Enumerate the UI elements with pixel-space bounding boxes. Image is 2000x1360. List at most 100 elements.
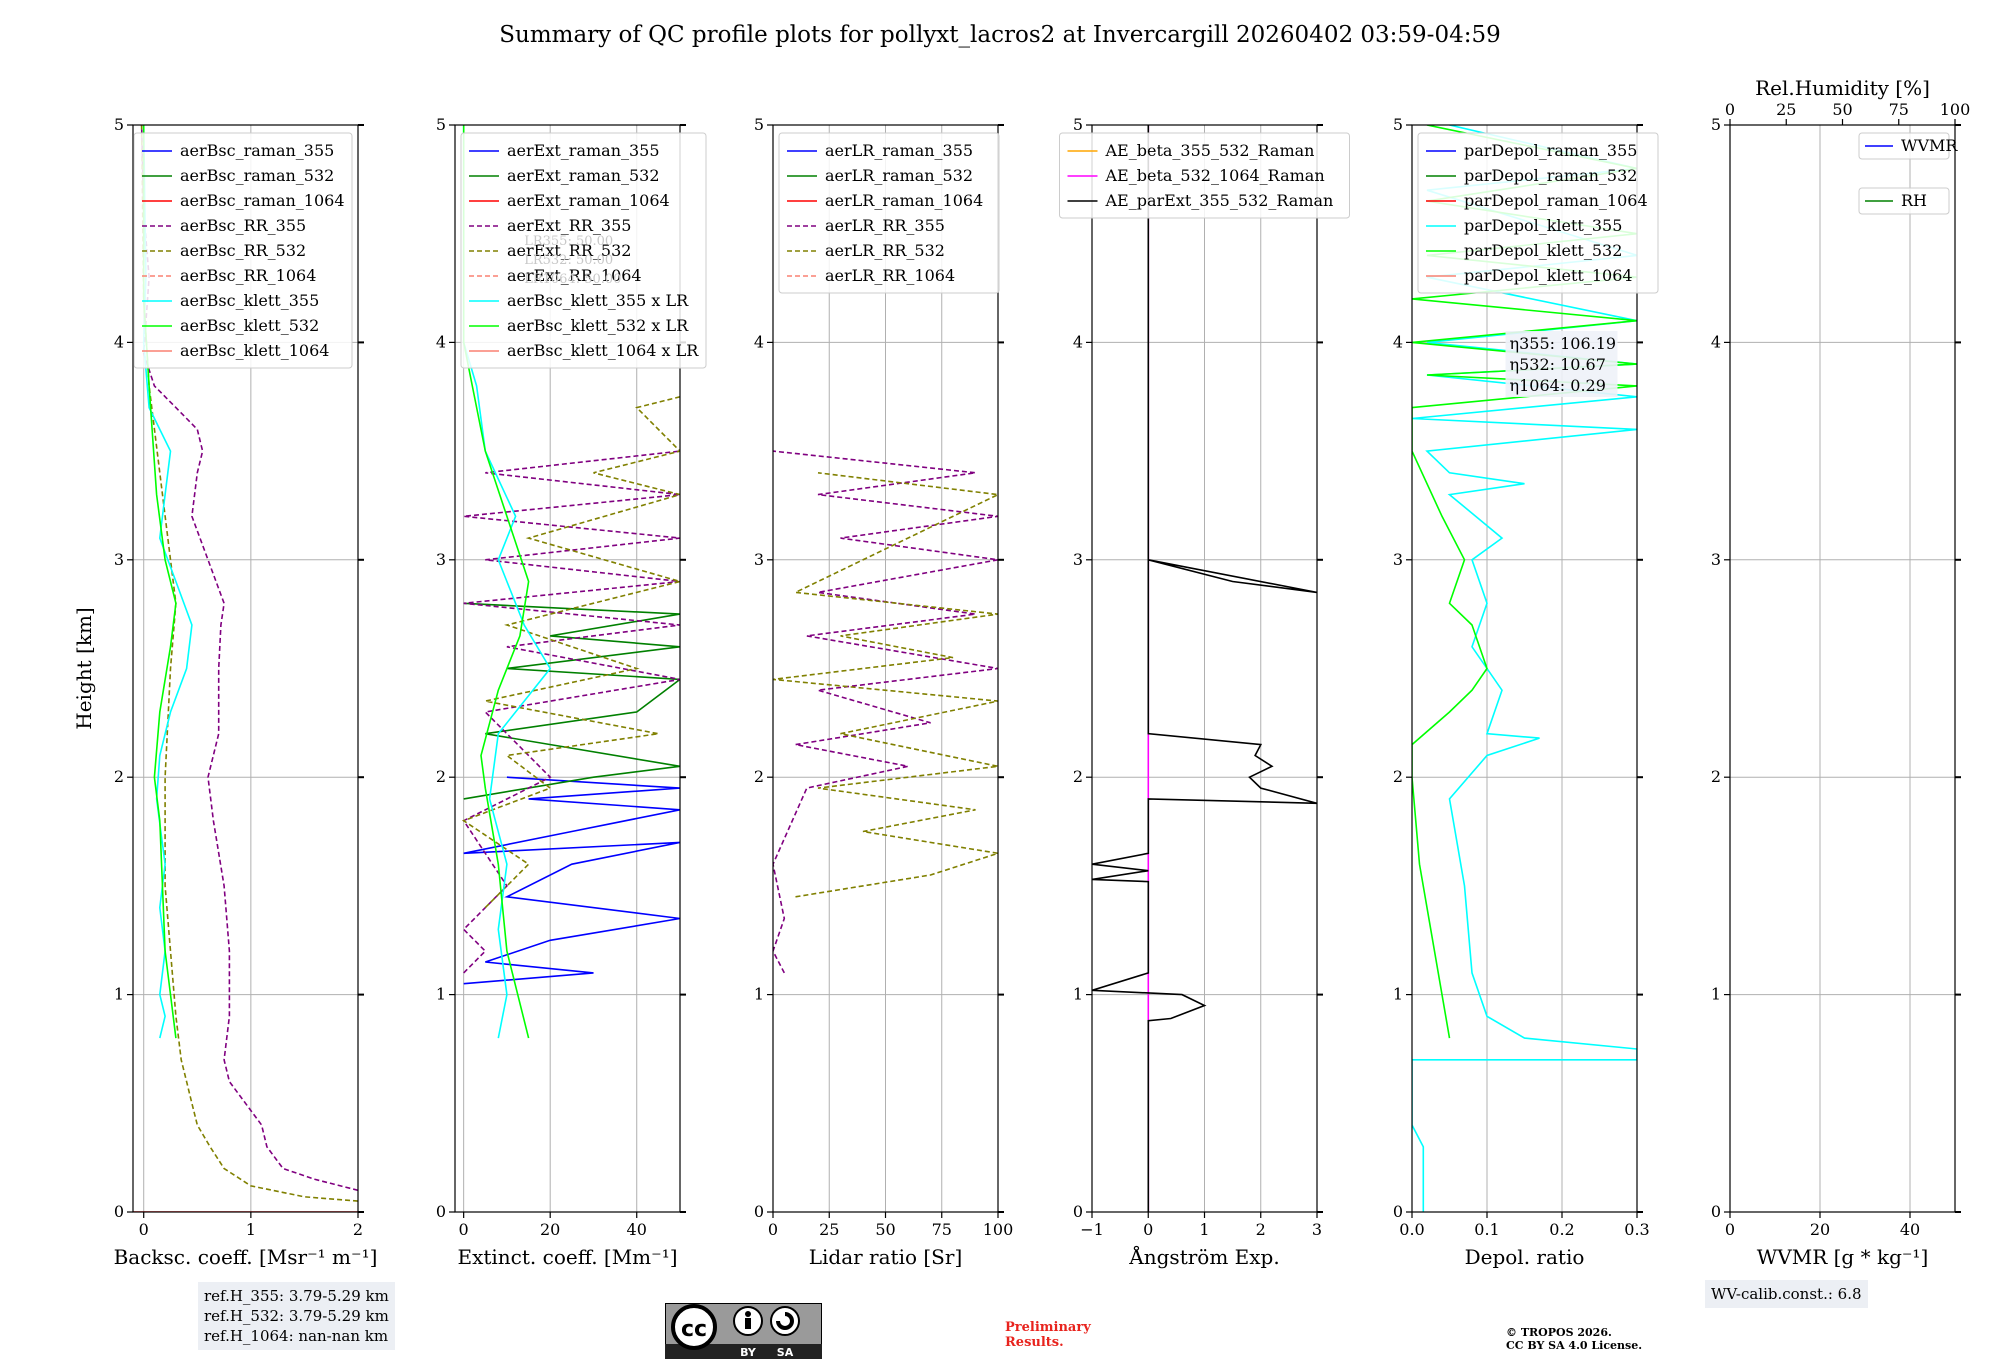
legend-label: aerBsc_klett_1064 x LR [507, 341, 699, 360]
y-tick-label: 2 [114, 767, 124, 786]
x-tick-label: 50 [875, 1220, 895, 1239]
series-aerExt_RR_355 [462, 450, 680, 974]
x-tick-label: 0 [459, 1220, 469, 1239]
series-aerBsc_RR_532 [140, 125, 358, 1202]
x-axis-label: Extinct. coeff. [Mm⁻¹] [457, 1245, 677, 1269]
x-axis-label: WVMR [g * kg⁻¹] [1757, 1245, 1929, 1269]
x-axis-label: Depol. ratio [1465, 1245, 1585, 1269]
series-group [1092, 125, 1317, 1212]
series-parDepol_klett_355 [1412, 125, 1637, 1212]
figure-title: Summary of QC profile plots for pollyxt_… [499, 22, 1501, 48]
series-group [461, 125, 680, 1039]
legend-label: aerExt_raman_532 [507, 166, 660, 185]
y-tick-label: 3 [436, 550, 446, 569]
legend-label: parDepol_raman_1064 [1464, 191, 1648, 210]
top-axis-label: Rel.Humidity [%] [1755, 76, 1930, 100]
ref-height-532: ref.H_532: 3.79-5.29 km [204, 1307, 389, 1325]
legend-box [1417, 132, 1659, 294]
y-tick-label: 0 [436, 1202, 446, 1221]
legend-label: aerLR_RR_1064 [825, 266, 955, 285]
y-tick-label: 5 [1711, 115, 1721, 134]
wv-calibration-box: WV-calib.const.: 6.8 [1705, 1280, 1868, 1308]
x-tick-label: 3 [1312, 1220, 1322, 1239]
x-tick-label: 0 [139, 1220, 149, 1239]
legend-label: aerBsc_klett_532 x LR [507, 316, 689, 335]
eta-annotation: η532: 10.67 [1510, 355, 1606, 374]
cc-by-label: BY [740, 1346, 757, 1359]
x-tick-label: 0 [768, 1220, 778, 1239]
y-tick-label: 5 [1393, 115, 1403, 134]
y-tick-label: 1 [1393, 985, 1403, 1004]
y-tick-label: 4 [436, 332, 446, 351]
top-x-tick-label: 75 [1889, 100, 1909, 119]
y-tick-label: 4 [754, 332, 764, 351]
legend-label: aerExt_RR_532 [507, 241, 631, 260]
preliminary-line-1: Preliminary [1005, 1320, 1091, 1335]
legend-box [133, 132, 353, 369]
series-aerExt_raman_532 [463, 602, 680, 800]
x-tick-label: 1 [1199, 1220, 1209, 1239]
legend-label: AE_beta_355_532_Raman [1105, 141, 1315, 160]
y-tick-label: 3 [1073, 550, 1083, 569]
lidar-ratio-annotation: LR1064: 50.00 [524, 272, 621, 287]
legend-label: aerBsc_klett_355 x LR [507, 291, 689, 310]
legend-label: parDepol_raman_355 [1464, 141, 1637, 160]
y-tick-label: 1 [754, 985, 764, 1004]
reference-height-box: ref.H_355: 3.79-5.29 km ref.H_532: 3.79-… [198, 1282, 395, 1350]
y-tick-label: 5 [436, 115, 446, 134]
preliminary-results-note: Preliminary Results. [1005, 1320, 1091, 1350]
legend-label: aerBsc_raman_1064 [180, 191, 345, 210]
legend-label: aerBsc_raman_355 [180, 141, 334, 160]
series-aerExt_RR_532 [461, 396, 680, 909]
legend-label: aerLR_raman_355 [825, 141, 973, 160]
legend-label: aerBsc_klett_532 [180, 316, 319, 335]
y-tick-label: 5 [114, 115, 124, 134]
lidar-ratio-annotation: LR532: 50.00 [524, 253, 613, 268]
y-tick-label: 0 [1073, 1202, 1083, 1221]
x-tick-label: 40 [1900, 1220, 1920, 1239]
legend-label: parDepol_klett_355 [1464, 216, 1622, 235]
top-x-tick-label: 25 [1776, 100, 1796, 119]
y-tick-label: 3 [114, 550, 124, 569]
y-tick-label: 4 [1073, 332, 1083, 351]
ref-height-355: ref.H_355: 3.79-5.29 km [204, 1287, 389, 1305]
plot-frame [1411, 124, 1638, 1213]
y-tick-label: 5 [754, 115, 764, 134]
series-aerLR_RR_532 [773, 472, 998, 898]
eta-annotation: η355: 106.19 [1510, 334, 1617, 353]
legend-box [778, 132, 1000, 294]
x-tick-label: 0.1 [1474, 1220, 1499, 1239]
y-tick-label: 3 [1711, 550, 1721, 569]
legend-label: aerExt_RR_355 [507, 216, 631, 235]
legend-label: parDepol_klett_1064 [1464, 266, 1633, 285]
series-aerBsc_klett_355 x LR [462, 125, 552, 1039]
x-tick-label: 0.0 [1399, 1220, 1424, 1239]
legend-label: aerLR_raman_1064 [825, 191, 983, 210]
copyright-note: © TROPOS 2026. CC BY SA 4.0 License. [1506, 1326, 1642, 1352]
series-aerBsc_klett_532 x LR [462, 125, 530, 1039]
y-tick-label: 3 [1393, 550, 1403, 569]
legend-label: aerBsc_klett_355 [180, 291, 319, 310]
copyright-line-1: © TROPOS 2026. [1506, 1326, 1612, 1339]
legend-label: WVMR [1901, 136, 1958, 155]
plot-frame [1729, 124, 1956, 1213]
y-tick-label: 2 [1711, 767, 1721, 786]
legend-label: aerBsc_klett_1064 [180, 341, 329, 360]
panel-bsc: 0 1 2 3 4 5 0 1 2 Backsc. coeff. [Msr⁻¹ m⁻¹] Heigh… [72, 115, 377, 1269]
svg-text:cc: cc [681, 1317, 707, 1342]
legend-label: aerBsc_RR_355 [180, 216, 306, 235]
legend-label: aerBsc_raman_532 [180, 166, 334, 185]
legend-label: aerLR_RR_355 [825, 216, 945, 235]
x-tick-label: 40 [627, 1220, 647, 1239]
x-tick-label: 1 [246, 1220, 256, 1239]
legend-box [1858, 132, 1950, 160]
y-tick-label: 0 [1393, 1202, 1403, 1221]
y-tick-label: 2 [1073, 767, 1083, 786]
legend-box [1858, 187, 1950, 215]
top-x-tick-label: 100 [1940, 100, 1971, 119]
y-tick-label: 5 [1073, 115, 1083, 134]
y-tick-label: 4 [1393, 332, 1403, 351]
y-tick-label: 1 [1073, 985, 1083, 1004]
